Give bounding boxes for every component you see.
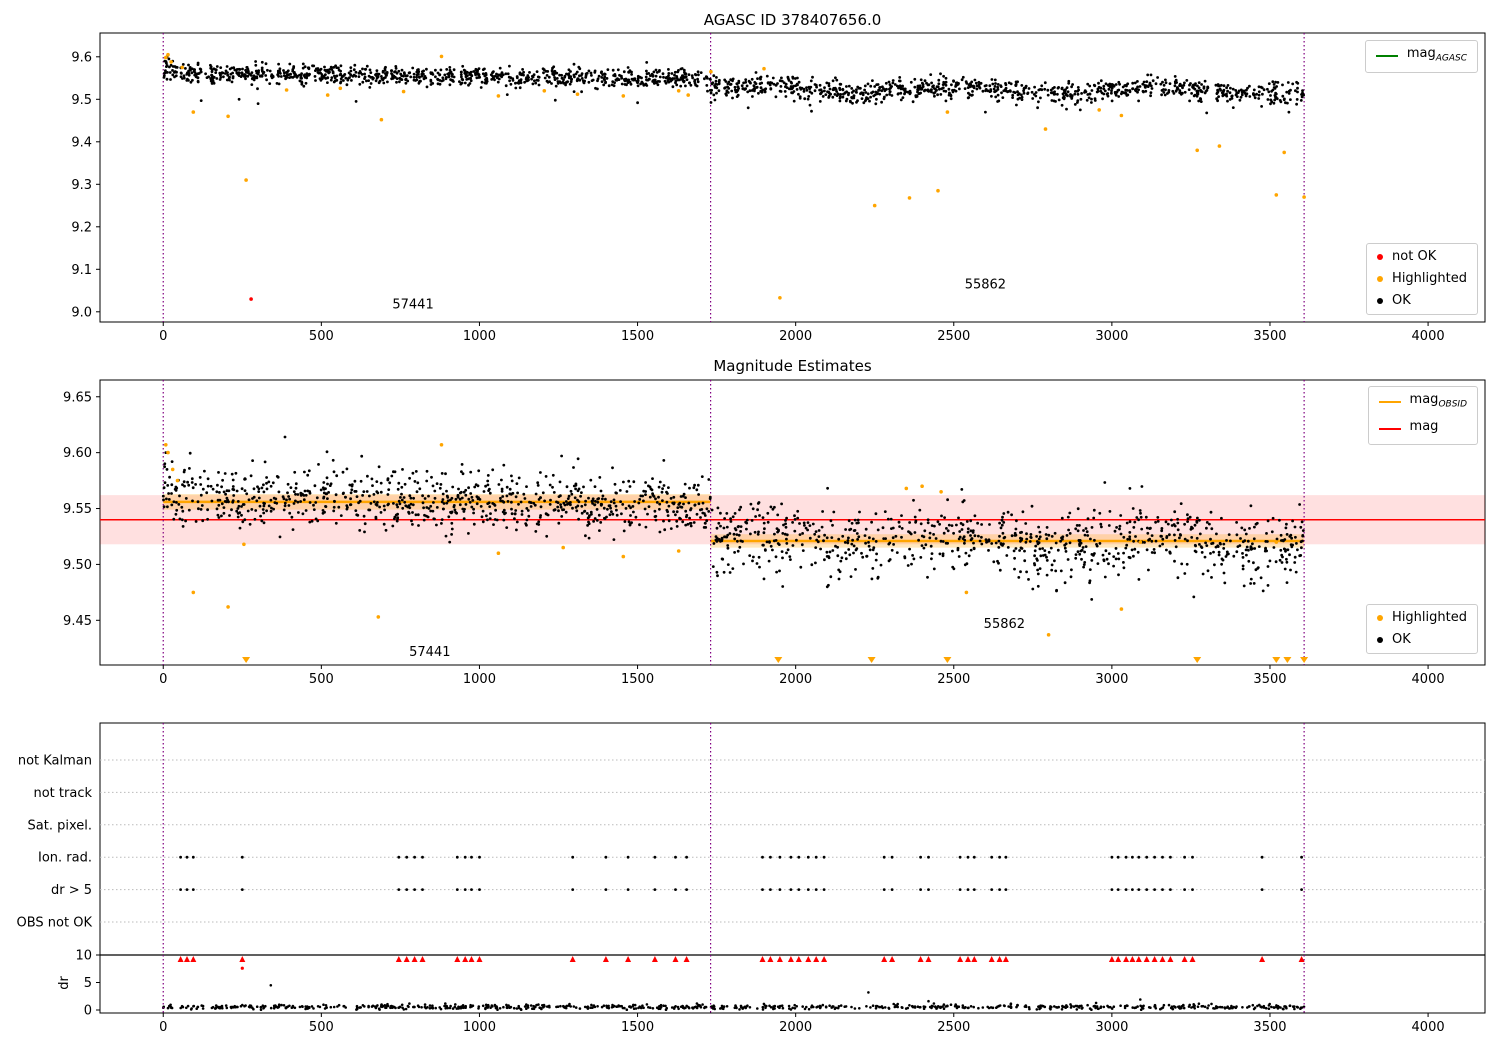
svg-text:Ion. rad.: Ion. rad.	[38, 851, 92, 866]
flags-chart: not Kalman not track Sat. pixel. Ion. rad. d…	[17, 722, 1486, 1035]
highlighted-dot-swatch	[1377, 615, 1384, 621]
svg-text:9.6: 9.6	[71, 50, 92, 65]
svg-text:9.1: 9.1	[71, 263, 92, 278]
svg-text:not Kalman: not Kalman	[18, 754, 92, 769]
mag-agasc-line-swatch	[1375, 55, 1398, 58]
highlighted-dot-swatch	[1377, 276, 1384, 282]
legend-label-ok: OK	[1392, 632, 1411, 647]
legend-label-mag: mag	[1409, 418, 1439, 434]
svg-text:4000: 4000	[1412, 1020, 1445, 1035]
middle-chart-marker-legend: Highlighted OK	[1366, 604, 1478, 654]
svg-text:1000: 1000	[463, 329, 496, 344]
svg-text:9.4: 9.4	[71, 135, 92, 150]
svg-text:9.55: 9.55	[63, 502, 92, 517]
mag-line-swatch	[1378, 427, 1401, 430]
middle-chart: 0 500 1000 1500 2000 2500 3000 3500 4000 9.45 9.50…	[63, 379, 1486, 687]
legend-item-mag-obsid: magOBSID	[1378, 392, 1467, 413]
svg-text:2500: 2500	[937, 329, 970, 344]
top-chart-title: AGASC ID 378407656.0	[703, 11, 882, 29]
svg-text:9.50: 9.50	[63, 558, 92, 573]
top-chart-line-legend: magAGASC	[1364, 40, 1478, 73]
svg-text:9.45: 9.45	[63, 614, 92, 629]
svg-text:57441: 57441	[409, 645, 450, 660]
svg-text:57441: 57441	[392, 297, 433, 312]
svg-text:OBS not OK: OBS not OK	[17, 916, 93, 931]
svg-text:Sat. pixel.: Sat. pixel.	[28, 818, 92, 833]
svg-text:2000: 2000	[779, 672, 812, 687]
svg-text:500: 500	[309, 1020, 334, 1035]
legend-item-ok: OK	[1377, 293, 1467, 309]
top-chart: 0 500 1000 1500 2000 2500 3000 3500 4000 9.0 9.1 9.…	[71, 32, 1486, 344]
svg-text:9.5: 9.5	[71, 93, 92, 108]
svg-text:500: 500	[309, 329, 334, 344]
middle-chart-line-legend: magOBSID mag	[1367, 386, 1478, 446]
svg-text:10: 10	[75, 949, 92, 964]
svg-text:3500: 3500	[1253, 672, 1286, 687]
legend-item-highlighted: Highlighted	[1377, 271, 1467, 287]
svg-text:4000: 4000	[1412, 329, 1445, 344]
ok-dot-swatch	[1377, 637, 1384, 643]
svg-text:4000: 4000	[1412, 672, 1445, 687]
legend-label-not-ok: not OK	[1392, 249, 1437, 264]
legend-item-mag: mag	[1378, 418, 1467, 440]
svg-text:1000: 1000	[463, 672, 496, 687]
legend-item-mag-agasc: magAGASC	[1375, 46, 1467, 67]
svg-text:2500: 2500	[937, 1020, 970, 1035]
svg-text:9.60: 9.60	[63, 446, 92, 461]
middle-chart-title: Magnitude Estimates	[713, 357, 872, 375]
svg-text:2000: 2000	[779, 1020, 812, 1035]
legend-label-highlighted: Highlighted	[1392, 271, 1467, 286]
svg-text:0: 0	[84, 1004, 92, 1019]
legend-item-not-ok: not OK	[1377, 249, 1467, 265]
svg-text:9.3: 9.3	[71, 178, 92, 193]
svg-text:0: 0	[159, 1020, 167, 1035]
svg-text:2500: 2500	[937, 672, 970, 687]
svg-text:dr > 5: dr > 5	[51, 883, 92, 898]
svg-text:55862: 55862	[965, 277, 1006, 292]
svg-text:3000: 3000	[1095, 329, 1128, 344]
svg-text:9.65: 9.65	[63, 390, 92, 405]
svg-text:1500: 1500	[621, 1020, 654, 1035]
svg-text:3000: 3000	[1095, 672, 1128, 687]
svg-text:9.0: 9.0	[71, 305, 92, 320]
svg-text:not track: not track	[33, 786, 92, 801]
legend-label-mag-agasc: magAGASC	[1406, 46, 1467, 64]
svg-text:dr: dr	[57, 976, 72, 990]
svg-text:55862: 55862	[984, 617, 1025, 632]
ok-dot-swatch	[1377, 298, 1384, 304]
svg-text:500: 500	[309, 672, 334, 687]
svg-text:5: 5	[84, 976, 92, 991]
not-ok-dot-swatch	[1377, 254, 1384, 260]
svg-text:0: 0	[159, 672, 167, 687]
svg-text:3500: 3500	[1253, 1020, 1286, 1035]
svg-text:1500: 1500	[621, 672, 654, 687]
legend-label-highlighted: Highlighted	[1392, 610, 1467, 625]
svg-text:0: 0	[159, 329, 167, 344]
top-chart-marker-legend: not OK Highlighted OK	[1366, 243, 1478, 315]
svg-text:3500: 3500	[1253, 329, 1286, 344]
svg-text:1000: 1000	[463, 1020, 496, 1035]
svg-text:9.2: 9.2	[71, 220, 92, 235]
legend-label-ok: OK	[1392, 293, 1411, 308]
svg-text:3000: 3000	[1095, 1020, 1128, 1035]
svg-text:2000: 2000	[779, 329, 812, 344]
legend-label-mag-obsid: magOBSID	[1409, 392, 1467, 410]
mag-obsid-line-swatch	[1378, 401, 1401, 404]
svg-text:1500: 1500	[621, 329, 654, 344]
legend-item-ok-mid: OK	[1377, 632, 1467, 648]
legend-item-highlighted-mid: Highlighted	[1377, 610, 1467, 626]
